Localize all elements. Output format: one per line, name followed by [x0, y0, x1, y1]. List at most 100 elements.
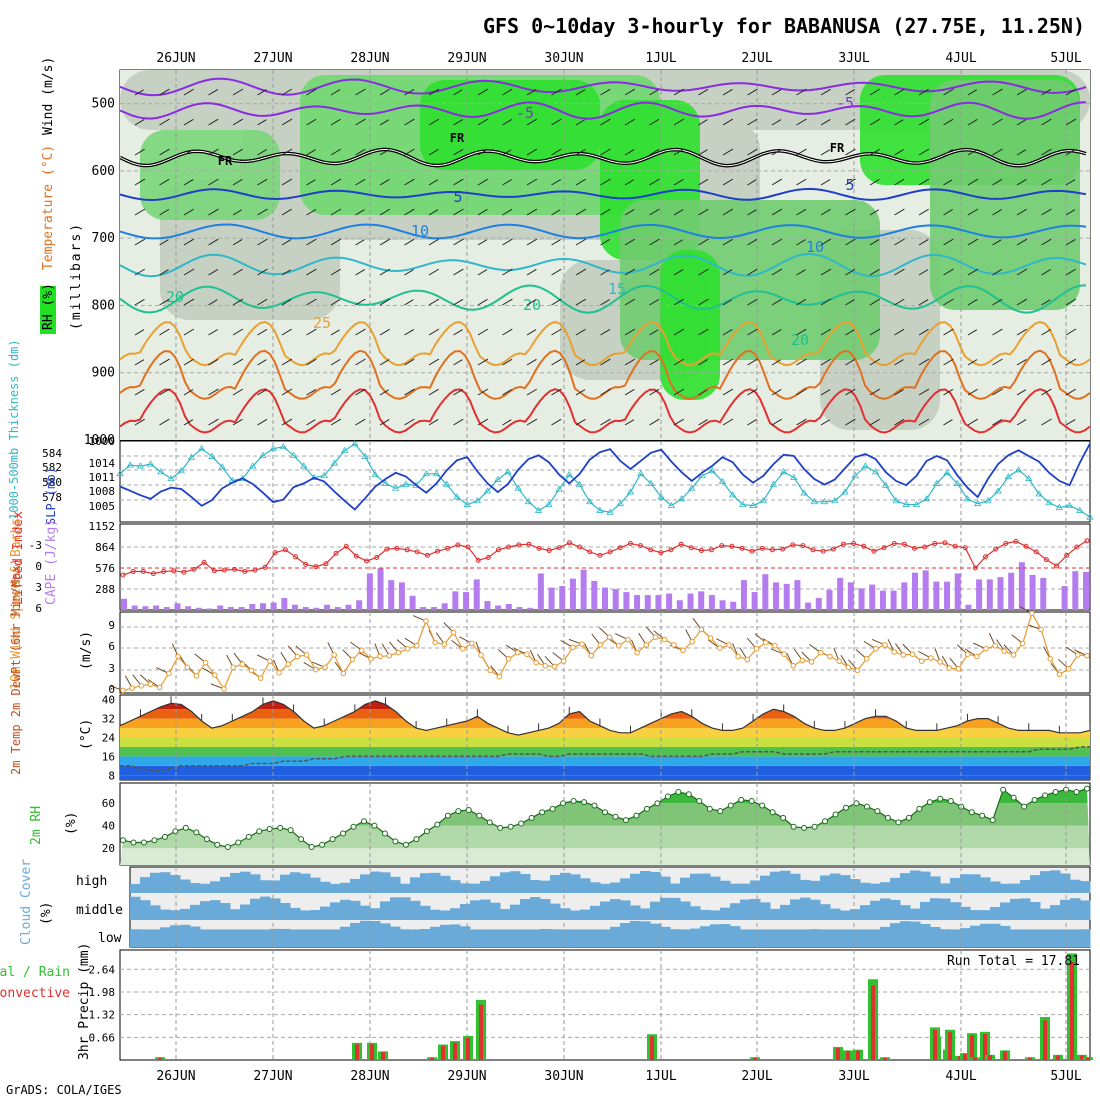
wind-barb [894, 328, 905, 336]
wind-barb [526, 299, 537, 306]
cloud-block [650, 871, 661, 893]
wind-barb [845, 358, 856, 366]
precip-conv-bar [370, 1044, 374, 1060]
wind-barb [820, 358, 831, 366]
cloud-unit: (%) [39, 902, 54, 925]
cloud-block [950, 877, 961, 893]
thickness-marker [790, 473, 798, 481]
thickness-marker [575, 480, 584, 487]
cape-bar [1040, 577, 1047, 610]
rh-marker [224, 844, 231, 851]
cloud-block [830, 929, 841, 947]
lifted-index-marker [1084, 538, 1090, 544]
temp-band-bottom [120, 775, 1090, 780]
wind-barb [453, 178, 464, 186]
cloud-block [490, 929, 501, 947]
rh-marker [1052, 788, 1059, 795]
thickness-marker [698, 471, 706, 479]
wind-speed-marker [983, 646, 989, 652]
cloud-block [630, 920, 641, 947]
thickness-marker [289, 451, 298, 458]
cloud-block [210, 881, 221, 893]
cloud-block [150, 905, 161, 920]
cape-bar [238, 607, 245, 610]
thickness-marker [769, 480, 778, 487]
lifted-index-marker [343, 543, 349, 549]
upper-panel-labels: RH (%) Temperature (°C) Wind (m/s) (mill… [41, 57, 84, 330]
wind-speed-marker [202, 659, 209, 666]
wind-barb [894, 359, 904, 366]
wind-barb [943, 88, 954, 96]
wind-barb [673, 239, 684, 246]
cloud-label: Cloud Cover [19, 859, 34, 945]
rh-marker [549, 805, 556, 812]
wind-speed-marker [772, 642, 778, 649]
wind-barb [1016, 358, 1027, 366]
cape-bar [398, 582, 405, 610]
cloud-block [430, 872, 441, 893]
contour-label: 20 [791, 331, 809, 349]
thickness-marker [534, 506, 543, 513]
wind-barb [428, 88, 440, 96]
lifted-index-marker [942, 540, 948, 546]
wind-barb [918, 88, 929, 96]
wind-speed-marker [377, 653, 383, 660]
wind-barb [526, 238, 538, 246]
cloud-block [1050, 929, 1061, 947]
thickness-marker [269, 444, 277, 452]
wind-barb [796, 118, 807, 126]
wind-barb [134, 208, 146, 216]
cloud-block [240, 929, 251, 947]
wind-barb [257, 298, 268, 306]
cloud-block [600, 929, 611, 947]
wind10-marks: 9 6 3 0 [108, 606, 1090, 696]
cape-bar [1072, 571, 1079, 610]
rh-marker [434, 821, 441, 828]
rh-marker [843, 804, 849, 811]
thickness-marker [249, 462, 257, 469]
cape-bar [794, 580, 801, 610]
rh-marker [130, 839, 137, 846]
wind-barb [992, 178, 1003, 186]
rh-tick: 60 [102, 797, 115, 810]
thickness-marker [943, 469, 951, 476]
cape-bar [559, 586, 566, 610]
wind-barb [575, 208, 587, 216]
thickness-marker [167, 474, 175, 482]
wind-speed-marker [707, 635, 714, 641]
wind-speed-marker [845, 664, 852, 671]
date-label-bottom: 28JUN [350, 1069, 389, 1084]
wind-barb [355, 388, 366, 396]
wind-barb [771, 418, 782, 426]
cloud-block [200, 901, 211, 920]
cloud-block [360, 905, 371, 920]
lifted-index-marker [374, 555, 380, 560]
wind-barb [747, 238, 758, 246]
cape-bar [430, 607, 437, 610]
wind-barb [281, 148, 293, 156]
wind-barb [820, 179, 831, 186]
wind-barb [869, 418, 880, 426]
wind-barb [624, 179, 635, 186]
rh-marker [926, 799, 933, 806]
lifted-index-marker [1043, 557, 1049, 563]
cloud-block [910, 921, 921, 947]
temp-line [120, 700, 1090, 736]
warm-contour [120, 320, 1090, 367]
wind-barb [159, 269, 169, 276]
wind-barb [306, 88, 317, 96]
wind-barb [698, 359, 709, 366]
cloud-level-low: low [98, 931, 122, 946]
wind-barb [869, 358, 881, 366]
wind-barb [330, 178, 342, 186]
wind-barb [551, 388, 562, 396]
wind-barb [967, 359, 978, 366]
wind-barb [600, 88, 611, 96]
cloud-block [460, 904, 471, 920]
wind-barb [1065, 298, 1077, 306]
wind-barb [526, 268, 537, 276]
wind-barb [551, 88, 562, 96]
wind-barb [649, 329, 659, 336]
wind-speed-marker [524, 651, 530, 658]
wind-barb [379, 298, 391, 306]
